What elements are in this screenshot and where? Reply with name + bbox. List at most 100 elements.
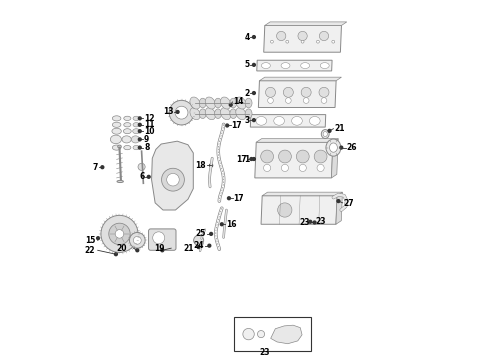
Ellipse shape [281, 63, 290, 68]
Circle shape [138, 138, 141, 141]
Circle shape [129, 233, 145, 248]
Circle shape [337, 200, 340, 203]
Polygon shape [261, 196, 337, 224]
Circle shape [296, 150, 309, 163]
Circle shape [314, 150, 327, 163]
Circle shape [283, 87, 294, 97]
Circle shape [243, 328, 254, 340]
Circle shape [301, 40, 304, 43]
Text: 21: 21 [334, 124, 344, 133]
Circle shape [227, 197, 230, 200]
Circle shape [301, 87, 311, 97]
Text: 4: 4 [245, 32, 249, 41]
Text: 5: 5 [245, 60, 249, 69]
Circle shape [138, 163, 145, 170]
Ellipse shape [329, 143, 337, 152]
Polygon shape [331, 139, 338, 178]
Text: 1: 1 [245, 154, 249, 163]
Circle shape [229, 103, 232, 106]
Circle shape [261, 150, 273, 163]
Polygon shape [264, 26, 342, 52]
Circle shape [303, 98, 309, 103]
Polygon shape [255, 142, 333, 178]
Ellipse shape [124, 145, 131, 150]
Text: 25: 25 [196, 229, 206, 238]
Ellipse shape [117, 180, 123, 183]
Ellipse shape [199, 98, 206, 108]
Ellipse shape [230, 98, 237, 108]
Ellipse shape [220, 97, 231, 109]
Polygon shape [265, 22, 347, 26]
Polygon shape [250, 114, 326, 127]
Polygon shape [257, 60, 332, 71]
Circle shape [298, 31, 307, 41]
Text: 16: 16 [226, 220, 237, 229]
Text: 13: 13 [163, 107, 173, 116]
Circle shape [276, 31, 286, 41]
Circle shape [175, 106, 188, 119]
Circle shape [319, 31, 329, 41]
Text: 21: 21 [183, 244, 194, 253]
Text: 24: 24 [194, 241, 204, 250]
Circle shape [210, 233, 213, 235]
Circle shape [270, 40, 273, 43]
Polygon shape [258, 81, 336, 108]
Circle shape [176, 111, 179, 113]
Text: 3: 3 [245, 116, 249, 125]
Circle shape [252, 63, 255, 66]
Text: 7: 7 [93, 163, 98, 172]
Ellipse shape [112, 145, 121, 150]
Ellipse shape [133, 145, 140, 150]
Circle shape [210, 164, 213, 167]
Circle shape [252, 36, 255, 39]
Text: 23: 23 [259, 348, 270, 357]
Ellipse shape [112, 128, 122, 134]
Circle shape [197, 246, 200, 248]
Ellipse shape [205, 97, 216, 109]
Ellipse shape [124, 123, 131, 127]
Ellipse shape [320, 63, 329, 68]
Text: 11: 11 [144, 120, 154, 129]
Text: 14: 14 [233, 98, 244, 107]
Ellipse shape [194, 235, 204, 245]
Ellipse shape [110, 135, 122, 144]
Ellipse shape [215, 98, 221, 108]
Circle shape [133, 237, 141, 244]
Circle shape [257, 330, 265, 338]
Circle shape [278, 203, 292, 217]
Circle shape [97, 237, 99, 240]
Text: 17: 17 [231, 121, 242, 130]
Circle shape [321, 98, 327, 103]
Circle shape [264, 165, 270, 171]
Ellipse shape [112, 116, 121, 121]
Ellipse shape [118, 145, 121, 148]
Circle shape [101, 215, 138, 252]
Text: 18: 18 [196, 161, 206, 170]
Polygon shape [256, 139, 338, 142]
Ellipse shape [274, 117, 285, 125]
Text: 27: 27 [343, 199, 354, 208]
Circle shape [252, 119, 255, 122]
Circle shape [286, 40, 289, 43]
Circle shape [268, 98, 273, 103]
Circle shape [136, 249, 139, 252]
Circle shape [319, 87, 329, 97]
Circle shape [309, 220, 312, 223]
Ellipse shape [112, 122, 121, 127]
Circle shape [281, 165, 289, 171]
Ellipse shape [133, 116, 140, 121]
Ellipse shape [133, 123, 140, 127]
Circle shape [138, 123, 141, 126]
Ellipse shape [131, 136, 140, 143]
Circle shape [252, 91, 255, 94]
Ellipse shape [262, 63, 270, 68]
Text: 6: 6 [139, 172, 145, 181]
Ellipse shape [123, 129, 131, 134]
Circle shape [317, 40, 319, 43]
Polygon shape [151, 141, 193, 210]
Circle shape [340, 146, 343, 149]
Text: 19: 19 [155, 244, 165, 253]
Circle shape [317, 165, 324, 171]
Ellipse shape [256, 117, 267, 125]
Bar [234, 317, 311, 351]
